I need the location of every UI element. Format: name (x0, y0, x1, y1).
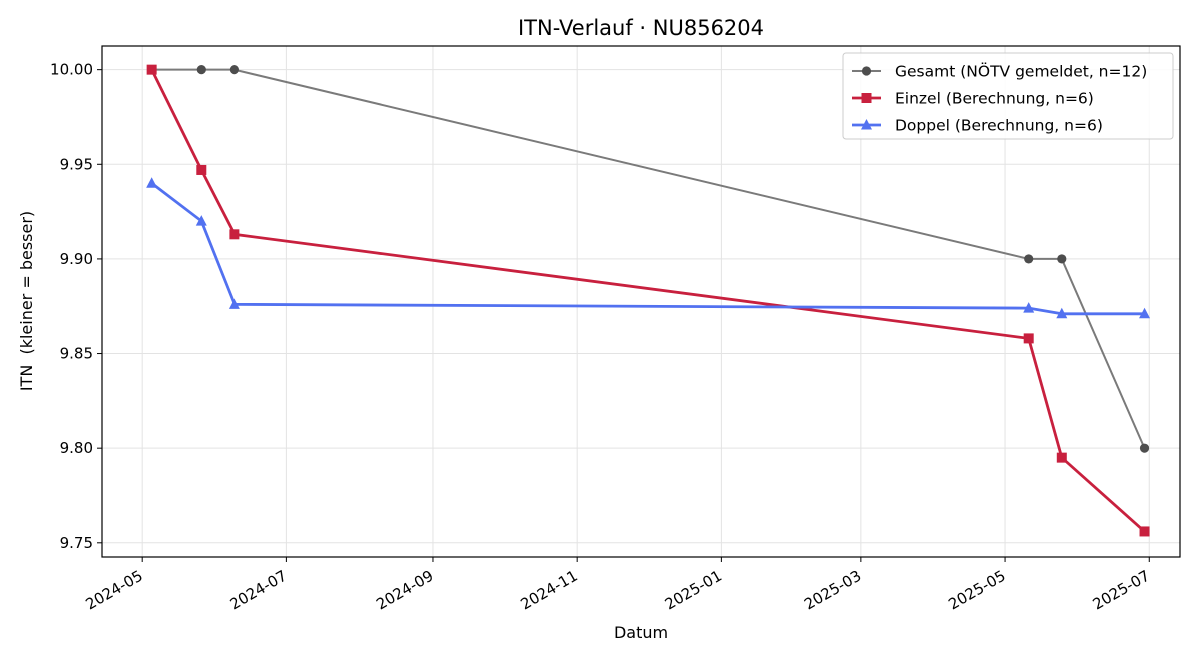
legend-item: Einzel (Berechnung, n=6) (852, 90, 1094, 108)
series-layer (146, 64, 1151, 537)
data-point (229, 229, 240, 240)
x-axis-ticks: 2024-05 2024-07 2024-09 2024-11 2025-01 2025-… (83, 557, 1153, 614)
legend-item: Gesamt (NÖTV gemeldet, n=12) (852, 62, 1147, 81)
series-line (150, 68, 1146, 450)
data-point (146, 177, 158, 188)
data-point (1139, 307, 1151, 319)
data-point (228, 298, 240, 309)
data-point (196, 65, 206, 75)
y-axis-ticks: 9.75 9.80 9.85 9.90 9.95 10.00 (50, 61, 102, 552)
legend-marker (861, 119, 872, 130)
data-point (1056, 307, 1068, 319)
data-point (1139, 526, 1150, 537)
legend-label: Einzel (Berechnung, n=6) (895, 90, 1094, 108)
x-axis-label: Datum (614, 623, 668, 642)
data-point (1024, 254, 1034, 264)
data-point (1023, 333, 1034, 344)
data-point (1023, 302, 1035, 313)
data-point (229, 65, 239, 75)
x-tick-label: 2025-03 (801, 567, 864, 614)
chart-title: ITN-Verlauf · NU856204 (518, 16, 764, 40)
legend-marker (861, 93, 872, 103)
plot-frame (101, 45, 1181, 558)
series-2 (146, 177, 1151, 319)
data-point (146, 64, 157, 75)
y-tick-label: 9.90 (60, 250, 93, 268)
legend: Gesamt (NÖTV gemeldet, n=12) Einzel (Bere… (842, 52, 1174, 140)
series-line (150, 68, 1146, 533)
y-tick-label: 10.00 (50, 61, 93, 79)
x-tick-label: 2024-07 (227, 567, 290, 614)
legend-label: Gesamt (NÖTV gemeldet, n=12) (895, 62, 1147, 81)
legend-box (842, 52, 1174, 140)
x-tick-label: 2024-09 (373, 567, 436, 614)
series-line (150, 181, 1146, 316)
y-tick-label: 9.80 (60, 439, 93, 457)
data-point (1057, 254, 1067, 264)
data-point (1056, 452, 1067, 463)
x-tick-label: 2025-07 (1090, 567, 1153, 614)
y-tick-label: 9.95 (60, 155, 93, 173)
y-tick-label: 9.85 (60, 345, 93, 363)
x-tick-label: 2025-01 (662, 567, 725, 614)
data-point (1139, 443, 1150, 453)
y-tick-label: 9.75 (60, 534, 93, 552)
legend-label: Doppel (Berechnung, n=6) (895, 117, 1103, 135)
legend-marker (861, 66, 872, 76)
legend-item: Doppel (Berechnung, n=6) (852, 117, 1103, 135)
data-point (195, 215, 207, 226)
data-point (196, 164, 207, 175)
series-1 (146, 64, 1150, 537)
x-tick-label: 2024-05 (83, 567, 146, 614)
y-axis-label: ITN (kleiner = besser) (17, 211, 36, 391)
x-tick-label: 2025-05 (945, 567, 1008, 614)
x-tick-label: 2024-11 (517, 567, 580, 614)
